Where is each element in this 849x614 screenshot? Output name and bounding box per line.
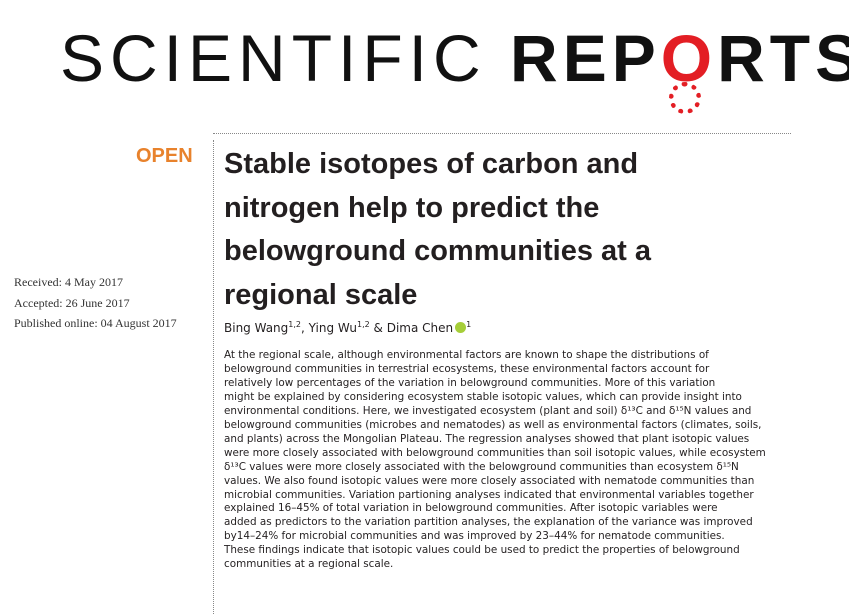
abstract-line: microbial communities. Variation partion… — [224, 488, 754, 501]
abstract-line: communities at a regional scale. — [224, 558, 394, 571]
author[interactable]: Bing Wang — [224, 321, 289, 335]
authors: Bing Wang1,2, Ying Wu1,2 & Dima Chen 1 — [224, 320, 471, 335]
divider — [213, 140, 214, 614]
affiliation: 1,2 — [288, 320, 302, 329]
abstract-line: and plants) across the Mongolian Plateau… — [224, 432, 750, 445]
date: Published online: 04 August 2017 — [14, 316, 177, 330]
access-label: OPEN — [136, 145, 193, 167]
author[interactable]: Dima Chen — [386, 321, 454, 335]
abstract-line: were more closely associated with belowg… — [224, 446, 766, 459]
journal-name: SCIENTIFIC — [60, 21, 487, 95]
dates: Received: 4 May 2017 Accepted: 26 June 2… — [14, 272, 177, 334]
abstract-line: belowground communities in terrestrial e… — [224, 362, 710, 375]
abstract-line: explained 16–45% of total variation in b… — [224, 502, 718, 515]
journal-name: REP — [510, 21, 661, 95]
date: Received: 4 May 2017 — [14, 275, 123, 289]
abstract-line: values. We also found isotopic values we… — [224, 474, 755, 487]
journal-name: RTS — [717, 21, 849, 95]
abstract-line: environmental conditions. Here, we inves… — [224, 404, 752, 417]
journal-gear: O — [661, 18, 717, 114]
abstract-line: δ¹³C values were more closely associated… — [224, 460, 739, 473]
abstract-line: relatively low percentages of the variat… — [224, 376, 716, 389]
abstract-line: added as predictors to the variation par… — [224, 516, 753, 529]
orcid-icon[interactable] — [455, 322, 467, 333]
separator: & — [369, 321, 387, 335]
author[interactable]: Ying Wu — [308, 321, 357, 335]
divider — [213, 133, 791, 134]
journal-logo: SCIENTIFIC REPORTS — [60, 18, 849, 114]
abstract-line: belowground communities (microbes and ne… — [224, 418, 762, 431]
affiliation: 1 — [466, 320, 472, 329]
abstract-line: These findings indicate that isotopic va… — [224, 544, 740, 557]
abstract-line: by14–24% for microbial communities and w… — [224, 530, 725, 543]
article-title: Stable isotopes of carbon and nitrogen h… — [224, 148, 651, 311]
abstract-line: At the regional scale, although environm… — [224, 349, 709, 361]
abstract: At the regional scale, although environm… — [224, 349, 766, 572]
affiliation: 1,2 — [356, 320, 370, 329]
separator: , — [301, 321, 309, 335]
date: Accepted: 26 June 2017 — [14, 295, 130, 310]
abstract-line: might be explained by considering ecosys… — [224, 390, 742, 403]
